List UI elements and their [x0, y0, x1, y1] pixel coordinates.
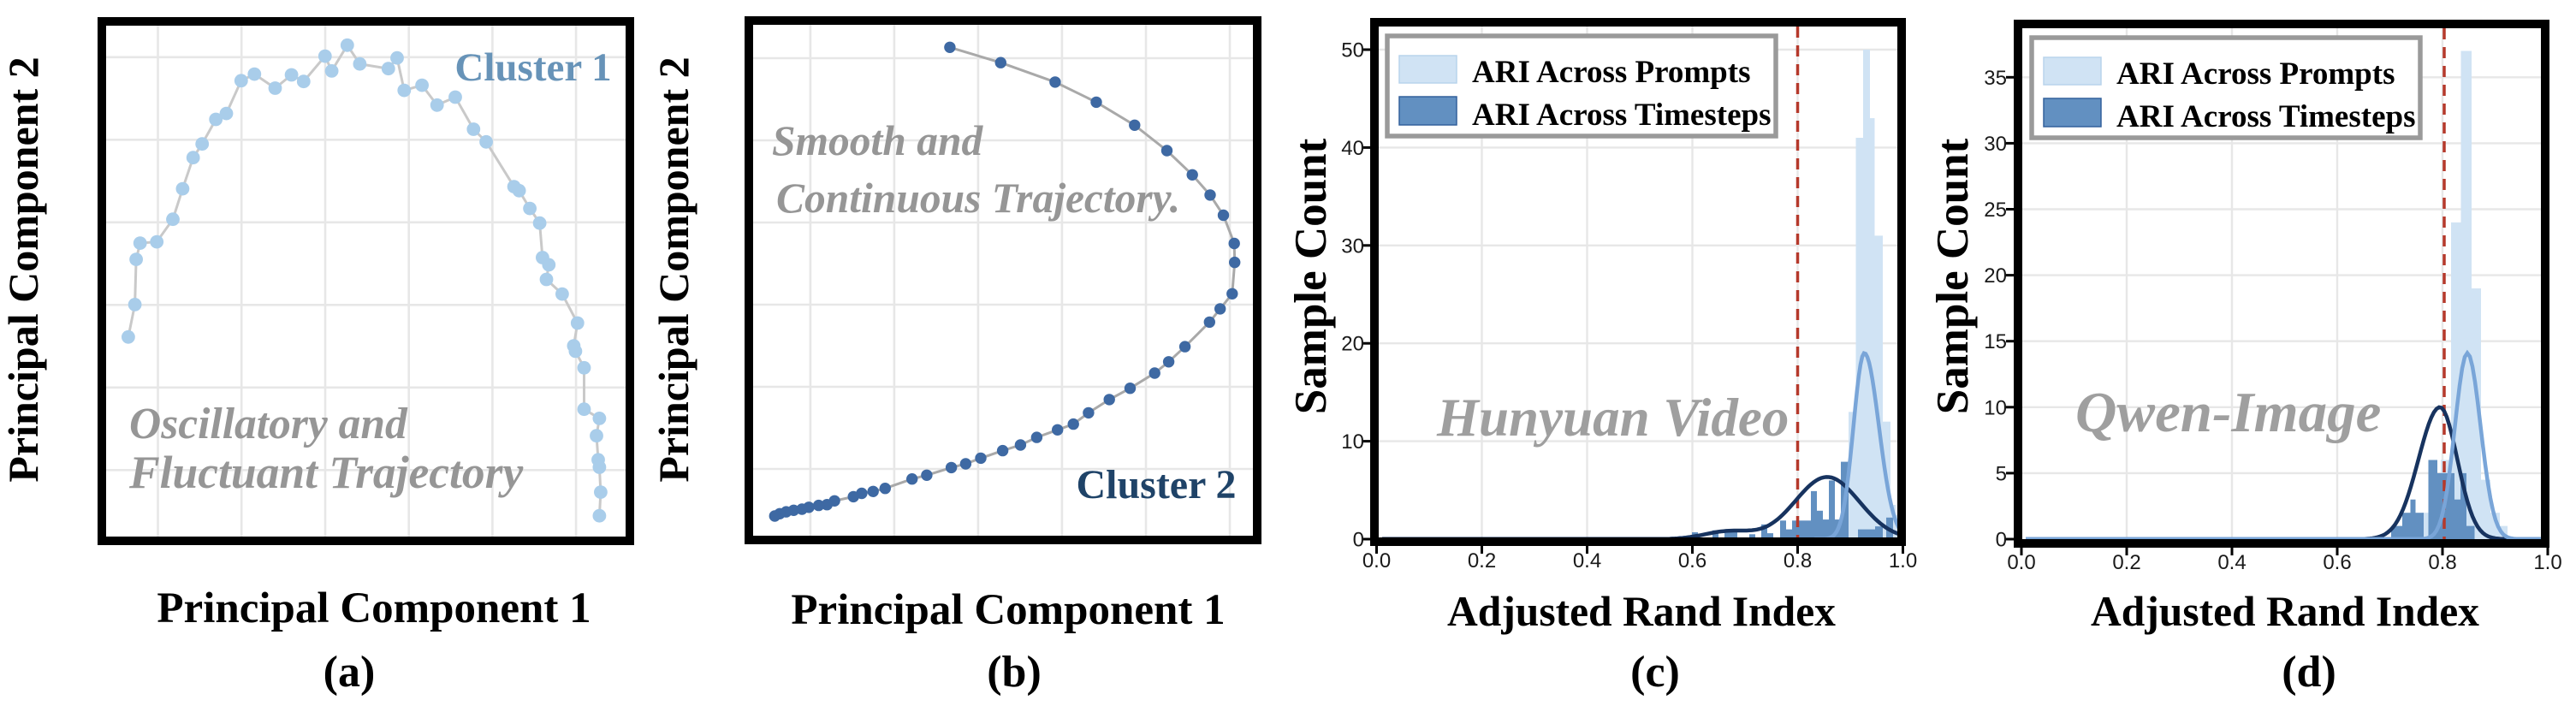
svg-text:Oscillatory and: Oscillatory and — [129, 400, 408, 448]
svg-text:Principal Component 1: Principal Component 1 — [791, 586, 1225, 634]
svg-text:Principal Component 2: Principal Component 2 — [650, 56, 697, 482]
svg-text:0.4: 0.4 — [1573, 549, 1601, 573]
svg-text:0.0: 0.0 — [1362, 549, 1391, 573]
svg-text:0: 0 — [1996, 529, 2007, 552]
svg-text:Smooth and: Smooth and — [772, 117, 983, 164]
svg-text:Sample Count: Sample Count — [1286, 138, 1336, 414]
svg-text:0.6: 0.6 — [1678, 549, 1706, 573]
svg-text:(a): (a) — [323, 648, 376, 697]
svg-text:0.6: 0.6 — [2323, 551, 2351, 574]
svg-text:40: 40 — [1341, 137, 1364, 160]
svg-text:0.4: 0.4 — [2217, 551, 2246, 574]
svg-text:25: 25 — [1984, 199, 2007, 222]
svg-text:Adjusted Rand Index: Adjusted Rand Index — [1447, 588, 1836, 635]
svg-text:15: 15 — [1984, 330, 2007, 353]
svg-text:0.8: 0.8 — [1784, 549, 1812, 573]
svg-text:(c): (c) — [1630, 648, 1680, 697]
svg-text:1.0: 1.0 — [1889, 549, 1917, 573]
svg-text:Principal Component 2: Principal Component 2 — [0, 56, 47, 482]
svg-text:ARI Across Prompts: ARI Across Prompts — [2116, 56, 2395, 92]
svg-text:(b): (b) — [987, 648, 1042, 697]
svg-text:5: 5 — [1996, 462, 2007, 485]
svg-text:Principal Component 1: Principal Component 1 — [157, 584, 591, 632]
svg-text:0.0: 0.0 — [2007, 551, 2035, 574]
svg-text:0.2: 0.2 — [1468, 549, 1496, 573]
svg-text:0: 0 — [1353, 529, 1364, 552]
svg-text:Hunyuan Video: Hunyuan Video — [1436, 388, 1789, 448]
svg-text:Continuous Trajectory.: Continuous Trajectory. — [776, 175, 1180, 222]
svg-text:Cluster 1: Cluster 1 — [454, 45, 611, 90]
svg-text:Adjusted Rand Index: Adjusted Rand Index — [2091, 588, 2479, 635]
svg-text:(d): (d) — [2282, 648, 2336, 697]
svg-text:30: 30 — [1984, 133, 2007, 156]
svg-text:20: 20 — [1341, 333, 1364, 356]
svg-text:1.0: 1.0 — [2533, 551, 2561, 574]
svg-text:Fluctuant Trajectory: Fluctuant Trajectory — [128, 447, 523, 498]
svg-text:50: 50 — [1341, 39, 1364, 62]
svg-text:Qwen-Image: Qwen-Image — [2075, 381, 2381, 444]
svg-text:ARI Across Timesteps: ARI Across Timesteps — [1472, 98, 1771, 133]
svg-text:20: 20 — [1984, 264, 2007, 288]
svg-text:10: 10 — [1341, 430, 1364, 454]
svg-text:Cluster 2: Cluster 2 — [1076, 462, 1236, 507]
svg-text:Sample Count: Sample Count — [1928, 138, 1978, 414]
svg-text:ARI Across Prompts: ARI Across Prompts — [1472, 55, 1750, 90]
svg-text:0.2: 0.2 — [2112, 551, 2140, 574]
svg-text:10: 10 — [1984, 396, 2007, 419]
svg-text:30: 30 — [1341, 234, 1364, 258]
svg-text:0.8: 0.8 — [2428, 551, 2456, 574]
svg-text:35: 35 — [1984, 67, 2007, 90]
svg-text:ARI Across Timesteps: ARI Across Timesteps — [2116, 99, 2415, 134]
